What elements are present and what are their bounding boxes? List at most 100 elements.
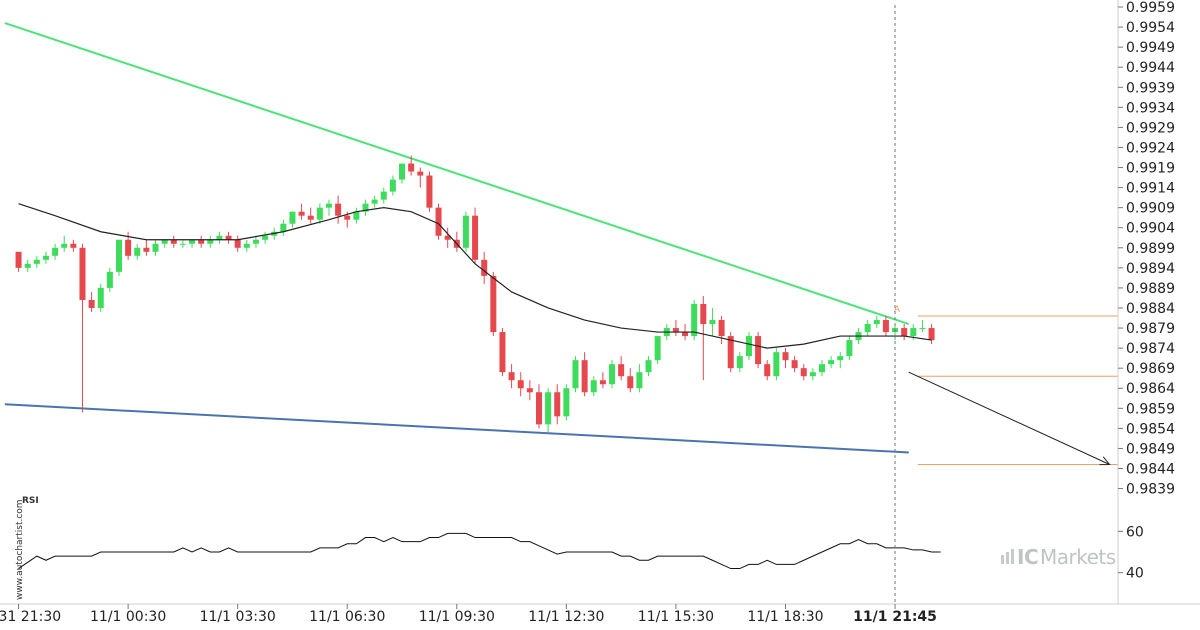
- y-tick-label: 0.9944: [1126, 60, 1175, 76]
- candle-body: [143, 247, 150, 252]
- candle-body: [33, 259, 40, 264]
- candle-body: [170, 239, 177, 244]
- y-tick-label: 0.9884: [1126, 301, 1175, 317]
- candle-body: [207, 239, 214, 244]
- candle-body: [225, 235, 232, 240]
- y-tick-label: 0.9909: [1126, 201, 1175, 217]
- candle-body: [745, 336, 752, 357]
- candle-body: [517, 380, 524, 389]
- brand-prefix: IC: [1017, 545, 1038, 569]
- candle-body: [97, 287, 104, 308]
- candle-body: [472, 215, 479, 260]
- candle-body: [280, 223, 287, 232]
- candle-body: [590, 380, 597, 393]
- candle-body: [15, 251, 22, 268]
- candle-body: [864, 324, 871, 333]
- candle-body: [819, 364, 826, 373]
- y-tick-label: 0.9939: [1126, 80, 1175, 96]
- candle-body: [636, 372, 643, 389]
- candle-body: [490, 275, 497, 333]
- y-tick-label: 0.9844: [1126, 462, 1175, 478]
- candle-body: [508, 372, 515, 381]
- candle-body: [152, 243, 159, 252]
- candle-body: [289, 211, 296, 224]
- y-tick-label: 0.9914: [1126, 181, 1175, 197]
- brand-mark-bar-2: [1006, 552, 1009, 564]
- candle-body: [609, 364, 616, 385]
- candle-body: [243, 243, 250, 248]
- candle-body: [61, 243, 68, 248]
- y-tick-label: 0.9959: [1126, 0, 1175, 16]
- brand-name: Markets: [1040, 545, 1116, 569]
- candle-body: [417, 171, 424, 176]
- x-tick-label: 11/1 18:30: [747, 609, 823, 625]
- candle-body: [316, 207, 323, 220]
- candle-body: [554, 392, 561, 417]
- candle-body: [344, 215, 351, 220]
- projection-arrow-head: [1099, 456, 1111, 466]
- candle-body: [928, 328, 935, 341]
- y-tick-label: 0.9854: [1126, 421, 1175, 437]
- candle-body: [88, 299, 95, 308]
- x-tick-label: 11/1 12:30: [528, 609, 604, 625]
- candle-body: [800, 368, 807, 377]
- candle-body: [115, 239, 122, 272]
- x-tick-label: 11/1 06:30: [309, 609, 385, 625]
- x-tick-label: 11/1 03:30: [200, 609, 276, 625]
- y-tick-label: 0.9924: [1126, 140, 1175, 156]
- projection-arrow-line: [908, 371, 1110, 465]
- rsi-tick-label: 40: [1126, 566, 1144, 582]
- candle-body: [791, 360, 798, 369]
- candle-body: [700, 303, 707, 325]
- brand-logo: IC Markets: [1001, 545, 1116, 569]
- candle-body: [307, 215, 314, 220]
- support-trendline: [4, 403, 909, 454]
- candle-body: [828, 360, 835, 365]
- candle-body: [216, 235, 223, 240]
- y-tick-label: 0.9859: [1126, 401, 1175, 417]
- y-tick-label: 0.9894: [1126, 261, 1175, 277]
- candle-body: [252, 239, 259, 244]
- y-tick-label: 0.9904: [1126, 221, 1175, 237]
- candle-body: [901, 328, 908, 337]
- candle-body: [535, 392, 542, 425]
- candle-body: [462, 215, 469, 248]
- y-tick-label: 0.9879: [1126, 321, 1175, 337]
- candle-body: [499, 332, 506, 373]
- y-tick-label: 0.9929: [1126, 120, 1175, 136]
- candle-body: [846, 340, 853, 357]
- candle-body: [618, 364, 625, 377]
- candle-body: [782, 352, 789, 361]
- candle-body: [362, 203, 369, 212]
- candle-body: [298, 211, 305, 216]
- candle-body: [189, 239, 196, 244]
- y-tick-label: 0.9919: [1126, 161, 1175, 177]
- x-tick-label: 10/31 21:30: [0, 609, 61, 625]
- candle-body: [79, 247, 86, 300]
- moving-average-line: [18, 203, 932, 349]
- candle-body: [335, 203, 342, 216]
- candle-body: [837, 356, 844, 361]
- candle-body: [627, 376, 634, 389]
- candle-body: [426, 175, 433, 208]
- candle-body: [125, 239, 132, 256]
- y-tick-label: 0.9839: [1126, 482, 1175, 498]
- candle-body: [325, 203, 332, 208]
- y-tick-label: 0.9874: [1126, 341, 1175, 357]
- candle-body: [408, 163, 415, 172]
- candle-body: [709, 320, 716, 325]
- candle-body: [919, 328, 926, 330]
- candle-body: [645, 360, 652, 373]
- candle-body: [444, 235, 451, 240]
- x-tick-label: 11/1 00:30: [90, 609, 166, 625]
- candle-body: [52, 247, 59, 256]
- candle-body: [563, 388, 570, 417]
- candle-body: [161, 239, 168, 244]
- candle-body: [198, 239, 205, 244]
- candle-body: [882, 320, 889, 333]
- candle-body: [435, 207, 442, 236]
- x-tick-label: 11/1 09:30: [419, 609, 495, 625]
- candle-body: [106, 271, 113, 288]
